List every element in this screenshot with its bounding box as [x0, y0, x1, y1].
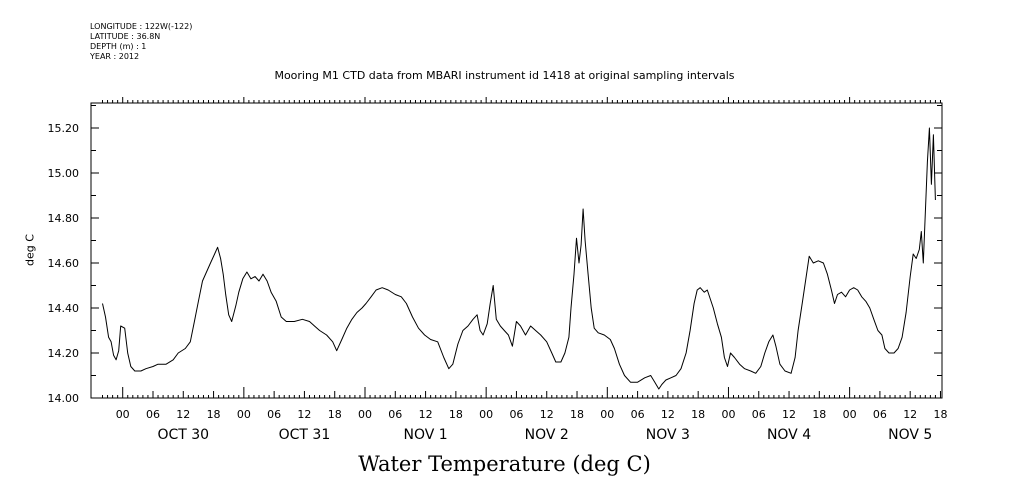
x-tick-label: 06: [631, 408, 645, 421]
x-day-label: NOV 1: [403, 427, 447, 443]
x-tick-label: 12: [903, 408, 917, 421]
longitude-label: LONGITUDE : 122W(-122): [90, 22, 193, 31]
y-tick-label: 14.60: [48, 257, 80, 270]
x-day-label: NOV 2: [525, 427, 569, 443]
x-tick-label: 12: [661, 408, 675, 421]
x-tick-label: 00: [600, 408, 614, 421]
temperature-series-line: [102, 127, 936, 390]
x-tick-label: 18: [207, 408, 221, 421]
x-day-label: OCT 30: [157, 427, 209, 443]
y-tick-label: 15.00: [48, 167, 80, 180]
x-tick-label: 12: [782, 408, 796, 421]
latitude-label: LATITUDE : 36.8N: [90, 32, 161, 41]
y-tick-label: 14.80: [48, 212, 80, 225]
x-tick-label: 12: [297, 408, 311, 421]
x-day-label: OCT 31: [279, 427, 331, 443]
x-day-label: NOV 3: [646, 427, 690, 443]
depth-label: DEPTH (m) : 1: [90, 42, 147, 51]
x-tick-label: 00: [721, 408, 735, 421]
x-tick-label: 00: [843, 408, 857, 421]
y-tick-label: 14.00: [48, 392, 80, 405]
y-tick-label: 14.20: [48, 347, 80, 360]
x-tick-label: 18: [691, 408, 705, 421]
x-axis-label: Water Temperature (deg C): [358, 452, 651, 476]
x-tick-label: 12: [540, 408, 554, 421]
x-day-label: NOV 5: [888, 427, 932, 443]
x-tick-label: 00: [237, 408, 251, 421]
x-tick-label: 18: [812, 408, 826, 421]
x-tick-label: 06: [509, 408, 523, 421]
x-tick-label: 06: [873, 408, 887, 421]
x-tick-label: 06: [388, 408, 402, 421]
x-tick-label: 06: [267, 408, 281, 421]
x-tick-label: 06: [146, 408, 160, 421]
chart-title: Mooring M1 CTD data from MBARI instrumen…: [274, 69, 735, 82]
x-tick-label: 06: [752, 408, 766, 421]
x-tick-label: 00: [358, 408, 372, 421]
x-tick-label: 18: [328, 408, 342, 421]
year-label: YEAR : 2012: [90, 52, 140, 61]
x-tick-label: 00: [116, 408, 130, 421]
x-day-label: NOV 4: [767, 427, 811, 443]
x-tick-label: 18: [449, 408, 463, 421]
y-tick-label: 14.40: [48, 302, 80, 315]
x-tick-label: 00: [479, 408, 493, 421]
y-axis-label: deg C: [23, 234, 37, 266]
x-tick-label: 12: [176, 408, 190, 421]
x-tick-label: 12: [419, 408, 433, 421]
x-tick-label: 18: [570, 408, 584, 421]
x-tick-label: 18: [933, 408, 947, 421]
y-tick-label: 15.20: [48, 122, 80, 135]
